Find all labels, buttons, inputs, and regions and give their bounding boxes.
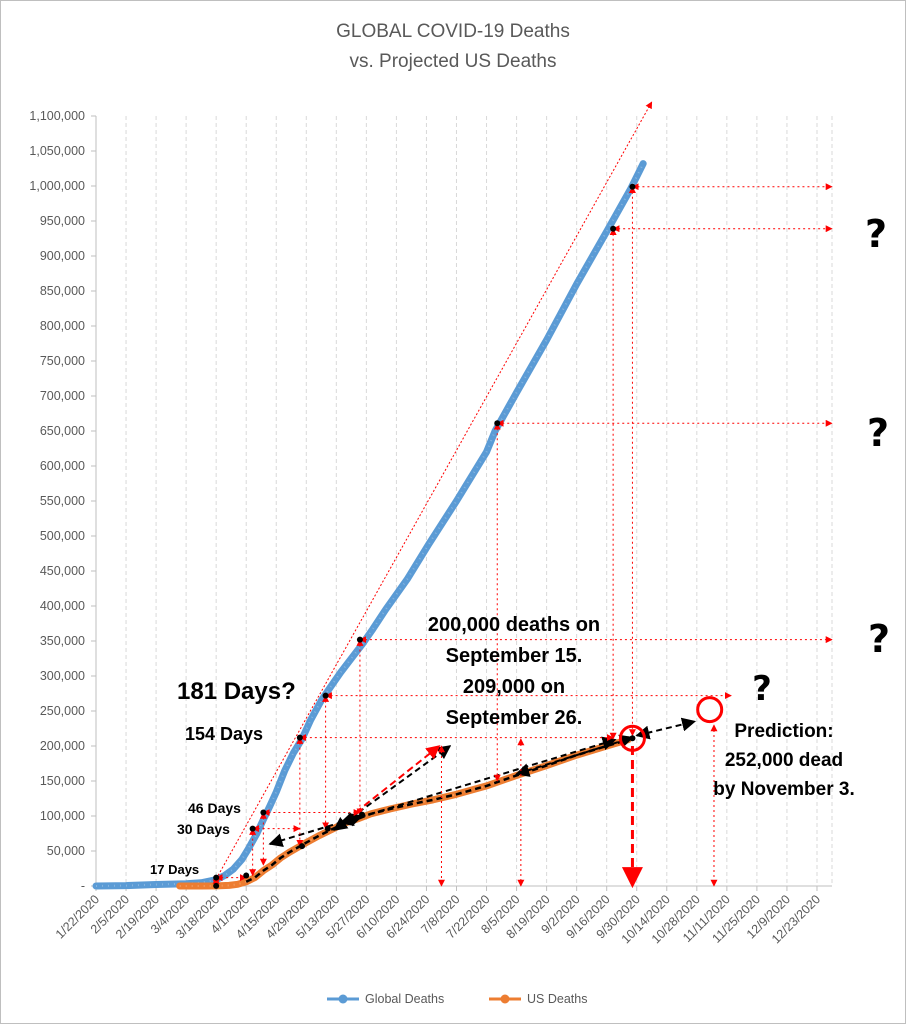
marked-point	[296, 734, 303, 741]
y-tick-label: 400,000	[40, 599, 85, 613]
note-line-1: 200,000 deaths on	[428, 614, 600, 636]
marked-point	[610, 225, 617, 232]
legend-us-marker	[500, 994, 510, 1004]
y-axis-ticks: - 50,000 100,000 150,000 200,000 250,000 300,0…	[29, 109, 85, 893]
black-trend-arrow	[635, 717, 697, 740]
y-tick-label: 50,000	[47, 844, 85, 858]
marked-point	[298, 843, 305, 850]
question-mark-4: ?	[752, 669, 772, 709]
marked-point	[249, 825, 256, 832]
series-texture	[95, 163, 645, 887]
red-circle-prediction	[696, 696, 724, 724]
y-tick-label: 150,000	[40, 774, 85, 788]
marked-point	[324, 825, 331, 832]
marked-point	[213, 882, 220, 889]
series-line-global-deaths	[92, 160, 647, 890]
legend: Global Deaths US Deaths	[327, 992, 587, 1006]
y-tick-label: 750,000	[40, 354, 85, 368]
question-mark-2: ?	[867, 411, 889, 455]
label-30-days: 30 Days	[177, 821, 230, 837]
y-tick-label: 350,000	[40, 634, 85, 648]
marked-point	[359, 811, 366, 818]
y-tick-label: 950,000	[40, 214, 85, 228]
y-tick-label: 650,000	[40, 424, 85, 438]
y-tick-label: 300,000	[40, 669, 85, 683]
annotation-guides	[212, 101, 833, 889]
y-tick-label: 1,000,000	[29, 179, 85, 193]
marked-point	[629, 735, 636, 742]
marked-point	[629, 183, 636, 190]
y-tick-label: 250,000	[40, 704, 85, 718]
y-tick-label: 100,000	[40, 809, 85, 823]
legend-us-label: US Deaths	[527, 992, 587, 1006]
red-projection-line	[215, 101, 653, 880]
y-tick-label: 550,000	[40, 494, 85, 508]
label-17-days: 17 Days	[150, 862, 199, 877]
note-line-3: 209,000 on	[463, 676, 565, 698]
prediction-line-1: Prediction:	[734, 721, 833, 742]
marked-point	[494, 420, 501, 427]
label-181-days: 181 Days?	[177, 678, 296, 705]
chart-subtitle: vs. Projected US Deaths	[350, 51, 557, 72]
y-tick-label: -	[81, 879, 85, 893]
y-tick-label: 450,000	[40, 564, 85, 578]
legend-global-label: Global Deaths	[365, 992, 444, 1006]
red-dashed-arrow	[355, 745, 441, 814]
y-tick-label: 1,100,000	[29, 109, 85, 123]
question-mark-1: ?	[865, 212, 887, 256]
y-tick-label: 1,050,000	[29, 144, 85, 158]
label-154-days: 154 Days	[185, 724, 263, 744]
marked-point	[243, 872, 250, 879]
label-46-days: 46 Days	[188, 800, 241, 816]
prediction-line-2: 252,000 dead	[725, 750, 843, 771]
black-trend-arrow	[515, 734, 634, 777]
black-trend-arrow	[339, 736, 617, 827]
y-tick-label: 700,000	[40, 389, 85, 403]
y-tick-label: 600,000	[40, 459, 85, 473]
marked-point	[213, 874, 220, 881]
legend-global-marker	[338, 994, 348, 1004]
series-lines	[92, 160, 647, 890]
x-axis-ticks: 1/22/20202/5/20202/19/20203/4/20203/18/2…	[53, 892, 823, 946]
marked-points	[213, 183, 636, 889]
y-tick-label: 200,000	[40, 739, 85, 753]
black-trend-arrow	[333, 745, 452, 831]
red-circle-current	[618, 724, 646, 752]
us-trend-dashed-overlay	[245, 738, 629, 883]
y-tick-label: 850,000	[40, 284, 85, 298]
annotations: 17 Days 30 Days 46 Days 154 Days 181 Day…	[150, 212, 890, 877]
chart-title: GLOBAL COVID-19 Deaths	[336, 21, 570, 42]
note-line-2: September 15.	[446, 645, 583, 667]
marked-point	[322, 692, 329, 699]
prediction-line-3: by November 3.	[713, 779, 855, 800]
gridlines	[91, 115, 833, 891]
y-tick-label: 900,000	[40, 249, 85, 263]
marked-point	[356, 636, 363, 643]
note-line-4: September 26.	[446, 707, 583, 729]
question-mark-3: ?	[868, 617, 890, 661]
y-tick-label: 500,000	[40, 529, 85, 543]
y-tick-label: 800,000	[40, 319, 85, 333]
marked-point	[260, 809, 267, 816]
